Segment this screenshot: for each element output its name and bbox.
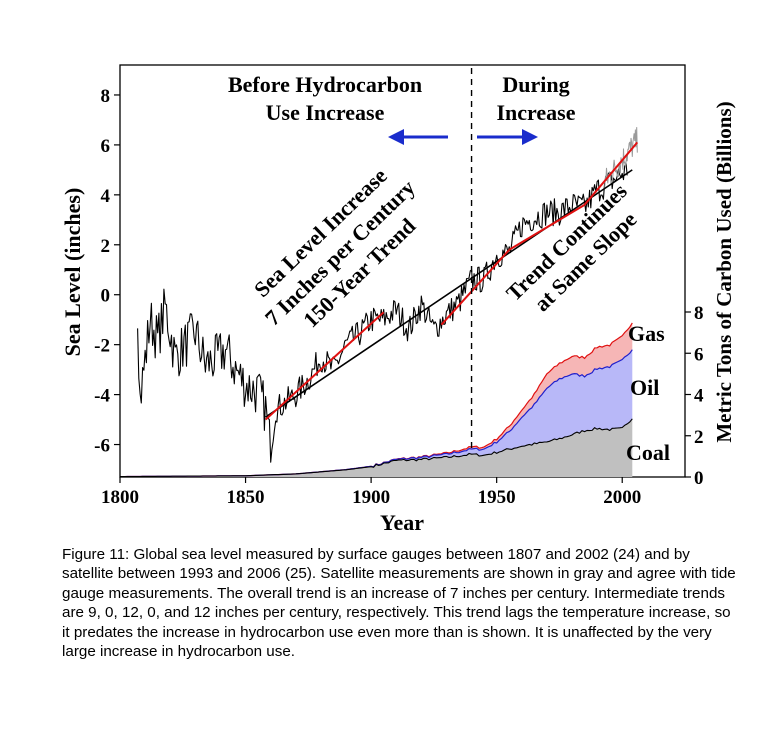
y-right-tick-label-0: 0: [694, 468, 704, 489]
x-tick-label-4: 2000: [603, 487, 641, 508]
coal-line: [120, 418, 633, 477]
y-right-tick-label-4: 8: [694, 303, 704, 324]
x-tick-label-1: 1850: [227, 487, 265, 508]
figure-caption: Figure 11: Global sea level measured by …: [62, 546, 736, 661]
overall-trend-line: [265, 169, 633, 418]
sea-level-chart: 1800 1850 1900 1950 2000 -6 -4 -2 0 2 4 6 8 0 2 4 6 8 Bef…: [60, 64, 736, 535]
sea-level-line: [137, 162, 628, 463]
y-left-tick-label-2: -2: [94, 336, 110, 357]
y-right-tick-label-1: 2: [694, 427, 704, 448]
y-right-tick-label-3: 6: [694, 344, 704, 365]
plot-marks: [120, 127, 639, 477]
axes: 1800 1850 1900 1950 2000 -6 -4 -2 0 2 4 6 8 0 2 4 6 8: [94, 86, 704, 508]
segment-trend-line-4: [583, 141, 639, 206]
coal-area: [120, 418, 633, 477]
y-left-tick-label-1: -4: [94, 386, 110, 407]
gas-label: Gas: [628, 321, 665, 346]
right-arrow: [477, 129, 538, 145]
during-label-line1: During: [502, 72, 569, 97]
before-label-line2: Use Increase: [266, 100, 385, 125]
x-tick-label-0: 1800: [101, 487, 139, 508]
x-axis-title: Year: [380, 510, 424, 535]
y-left-tick-label-3: 0: [101, 286, 111, 307]
segment-trend-line-1: [264, 311, 385, 421]
y-right-tick-label-2: 4: [694, 386, 704, 407]
y-left-tick-label-6: 6: [101, 136, 111, 157]
y-left-tick-label-0: -6: [94, 436, 110, 457]
y-left-tick-label-4: 2: [101, 236, 111, 257]
segment-trend-line-2: [440, 249, 510, 326]
during-label-line2: Increase: [496, 100, 575, 125]
x-tick-label-3: 1950: [478, 487, 516, 508]
y-axis-title-right: Metric Tons of Carbon Used (Billions): [712, 101, 736, 442]
left-arrow: [388, 129, 448, 145]
oil-area: [120, 349, 633, 477]
segment-trend-line-3: [508, 203, 586, 251]
satellite-line: [604, 127, 638, 190]
before-label-line1: Before Hydrocarbon: [228, 72, 422, 97]
y-axis-title-left: Sea Level (inches): [60, 188, 85, 357]
oil-label: Oil: [630, 375, 659, 400]
x-tick-label-2: 1900: [352, 487, 390, 508]
coal-label: Coal: [626, 440, 670, 465]
y-left-tick-label-5: 4: [101, 186, 111, 207]
chart-figure: 1800 1850 1900 1950 2000 -6 -4 -2 0 2 4 6 8 0 2 4 6 8 Bef…: [60, 64, 736, 535]
y-left-tick-label-7: 8: [101, 86, 111, 107]
